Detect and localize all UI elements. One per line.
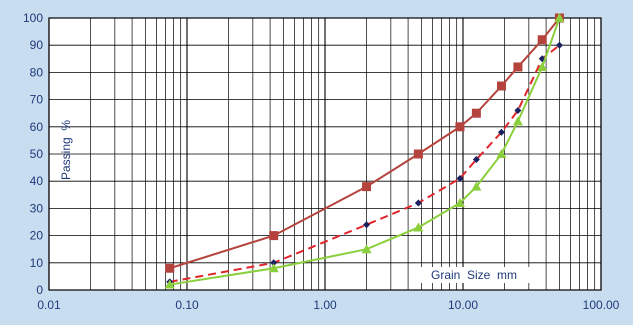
y-tick-label: 30 — [30, 201, 44, 215]
triangle-marker — [413, 222, 424, 232]
x-axis-label: Grain Size mm — [431, 268, 517, 282]
triangle-marker — [361, 244, 372, 254]
series-group — [164, 13, 565, 289]
y-tick-label: 50 — [30, 147, 44, 161]
y-tick-label: 80 — [30, 65, 44, 79]
triangle-marker — [537, 61, 548, 71]
y-tick-label: 60 — [30, 120, 44, 134]
x-tick-label: 10.00 — [448, 298, 478, 312]
square-marker — [513, 62, 523, 72]
triangle-marker — [512, 116, 523, 126]
diamond-marker — [270, 259, 278, 267]
x-tick-labels: 0.01 0.10 1.00 10.00 100.00 — [37, 298, 619, 312]
diamond-marker — [414, 199, 422, 207]
triangle-marker — [454, 197, 465, 207]
x-tick-label: 0.01 — [37, 298, 61, 312]
series-line — [169, 17, 561, 286]
y-tick-label: 90 — [30, 38, 44, 52]
y-tick-label: 70 — [30, 93, 44, 107]
square-marker — [413, 149, 423, 159]
square-marker — [537, 35, 547, 45]
y-tick-label: 100 — [23, 11, 43, 25]
triangle-marker — [268, 263, 279, 273]
square-marker — [455, 122, 465, 132]
square-marker — [269, 231, 279, 241]
diamond-marker — [363, 221, 371, 229]
diamond-marker — [514, 106, 522, 114]
square-marker — [496, 81, 506, 91]
y-tick-label: 40 — [30, 174, 44, 188]
triangle-marker — [164, 279, 175, 289]
square-marker — [165, 263, 175, 273]
x-tick-label: 0.10 — [175, 298, 199, 312]
triangle-marker — [471, 181, 482, 191]
square-marker — [471, 108, 481, 118]
x-axis-label-background — [412, 267, 536, 283]
x-tick-label: 100.00 — [583, 298, 620, 312]
triangle-marker — [554, 13, 565, 22]
triangle-marker — [496, 149, 507, 158]
y-tick-labels: 0 10 20 30 40 50 60 70 80 90 100 — [23, 11, 43, 297]
y-tick-label: 20 — [30, 229, 44, 243]
y-tick-label: 0 — [36, 283, 43, 297]
y-axis-label: Passing % — [59, 120, 73, 180]
series-line — [169, 17, 561, 270]
x-tick-label: 1.00 — [313, 298, 337, 312]
series-3 — [164, 13, 565, 289]
grid-lines — [48, 17, 602, 291]
diamond-marker — [555, 41, 563, 49]
diamond-marker — [497, 128, 505, 136]
plot-border — [48, 17, 602, 291]
diamond-marker — [456, 174, 464, 182]
square-marker — [362, 182, 372, 192]
y-tick-label: 10 — [30, 256, 44, 270]
diamond-marker — [472, 155, 480, 163]
